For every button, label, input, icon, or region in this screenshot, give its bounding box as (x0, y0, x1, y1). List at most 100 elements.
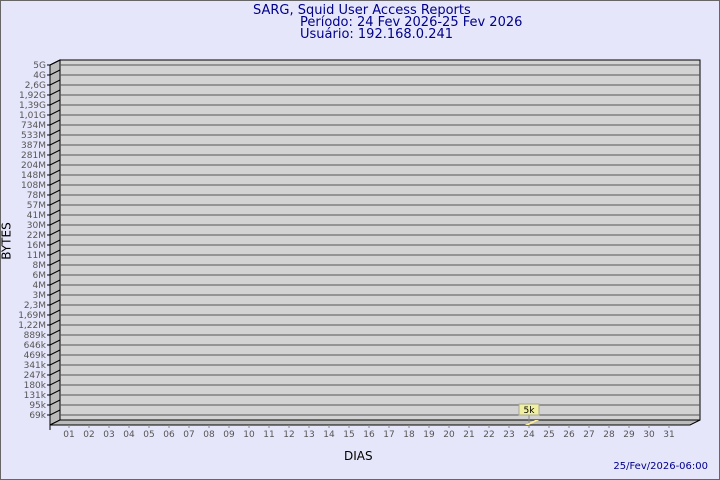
y-tick-label: 1,22M (18, 321, 46, 331)
x-tick-label: 21 (463, 430, 474, 440)
x-tick-label: 03 (103, 430, 114, 440)
gridline-side (49, 409, 61, 416)
chart-user: Usuário: 192.168.0.241 (300, 27, 454, 42)
chart-period: Período: 24 Fev 2026-25 Fev 2026 (300, 15, 523, 30)
floor (49, 419, 701, 426)
y-tick-label: 16M (27, 241, 46, 251)
gridline-side (49, 149, 61, 156)
y-tick-label: 1,39G (19, 101, 46, 111)
chart-title: SARG, Squid User Access Reports (253, 3, 471, 18)
gridline-side (49, 129, 61, 136)
x-tick-label: 19 (423, 430, 435, 440)
gridline-side (49, 209, 61, 216)
x-tick-label: 16 (363, 430, 375, 440)
gridline-side (49, 359, 61, 366)
y-tick-label: 281M (21, 151, 46, 161)
gridline-side (49, 139, 61, 146)
gridline-side (49, 219, 61, 226)
gridline-side (49, 199, 61, 206)
y-tick-label: 148M (21, 171, 46, 181)
y-tick-label: 11M (27, 251, 46, 261)
x-tick-label: 27 (583, 430, 594, 440)
y-tick-label: 69k (29, 411, 46, 421)
x-tick-label: 12 (283, 430, 294, 440)
x-tick-label: 26 (563, 430, 575, 440)
x-tick-label: 09 (223, 430, 235, 440)
gridline-side (49, 299, 61, 306)
gridline-side (49, 269, 61, 276)
y-tick-label: 889k (24, 331, 47, 341)
y-tick-label: 1,01G (19, 111, 46, 121)
x-tick-label: 15 (343, 430, 354, 440)
y-tick-label: 6M (33, 271, 47, 281)
x-tick-label: 22 (483, 430, 494, 440)
bar (525, 420, 539, 425)
y-tick-label: 204M (21, 161, 46, 171)
x-tick-label: 08 (203, 430, 215, 440)
x-tick-label: 07 (183, 430, 194, 440)
gridline-side (49, 99, 61, 106)
gridline-side (49, 119, 61, 126)
y-tick-label: 341k (24, 361, 47, 371)
data-label: 5k (524, 406, 536, 416)
gridline-side (49, 69, 61, 76)
y-tick-label: 4M (33, 281, 47, 291)
gridline-side (49, 79, 61, 86)
x-tick-label: 31 (663, 430, 674, 440)
x-tick-label: 29 (623, 430, 635, 440)
gridline-side (49, 399, 61, 406)
gridline-side (49, 339, 61, 346)
gridline-side (49, 259, 61, 266)
gridline-side (49, 239, 61, 246)
y-tick-label: 131k (24, 391, 47, 401)
y-tick-label: 734M (21, 121, 46, 131)
y-tick-label: 247k (24, 371, 47, 381)
y-tick-label: 78M (27, 191, 46, 201)
y-tick-label: 2,3M (24, 301, 46, 311)
y-tick-label: 469k (24, 351, 47, 361)
y-tick-label: 1,92G (19, 91, 46, 101)
y-tick-label: 180k (24, 381, 47, 391)
gridline-side (49, 169, 61, 176)
y-tick-label: 1,69M (18, 311, 46, 321)
gridline-side (49, 379, 61, 386)
y-tick-label: 22M (27, 231, 46, 241)
y-tick-label: 4G (33, 71, 46, 81)
timestamp: 25/Fev/2026-06:00 (613, 461, 708, 472)
gridline-side (49, 349, 61, 356)
x-tick-label: 05 (143, 430, 154, 440)
y-tick-label: 5G (33, 61, 46, 71)
data-label-box (518, 403, 540, 416)
x-tick-label: 11 (263, 430, 274, 440)
x-tick-label: 13 (303, 430, 314, 440)
y-tick-label: 533M (21, 131, 46, 141)
gridline-side (49, 369, 61, 376)
y-tick-label: 95k (29, 401, 46, 411)
y-tick-label: 3M (33, 291, 47, 301)
x-tick-label: 14 (323, 430, 335, 440)
y-tick-label: 646k (24, 341, 47, 351)
gridline-side (49, 189, 61, 196)
x-tick-label: 01 (63, 430, 74, 440)
y-tick-label: 57M (27, 201, 46, 211)
x-tick-label: 17 (383, 430, 394, 440)
y-tick-label: 8M (33, 261, 47, 271)
x-tick-label: 10 (243, 430, 255, 440)
x-tick-label: 20 (443, 430, 455, 440)
gridline-side (49, 389, 61, 396)
x-tick-label: 30 (643, 430, 655, 440)
back-wall (59, 59, 701, 421)
x-tick-label: 04 (123, 430, 135, 440)
y-tick-label: 108M (21, 181, 46, 191)
y-tick-label: 41M (27, 211, 46, 221)
gridline-side (49, 309, 61, 316)
gridline-side (49, 89, 61, 96)
gridline-side (49, 279, 61, 286)
x-tick-label: 23 (503, 430, 514, 440)
y-tick-label: 2,6G (25, 81, 46, 91)
gridline-side (49, 179, 61, 186)
x-tick-label: 18 (403, 430, 415, 440)
gridline-side (49, 159, 61, 166)
y-tick-label: 30M (27, 221, 46, 231)
